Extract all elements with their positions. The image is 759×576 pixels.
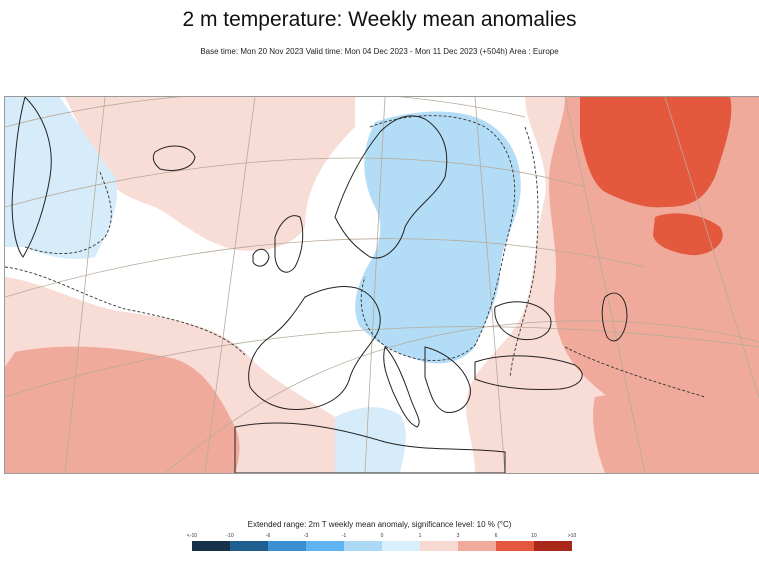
- anomaly-cold-light-greenland: [5, 97, 117, 259]
- coast-balkans-greece: [424, 346, 471, 413]
- legend-swatch: [230, 541, 268, 551]
- legend: <-10 -10 -6 -3 -1 0 1 3 6 10 >10: [187, 533, 576, 569]
- legend-tick: 3: [456, 533, 460, 539]
- coast-british-isles: [274, 215, 304, 273]
- significance-contours: [5, 115, 706, 398]
- legend-swatch: [382, 541, 420, 551]
- coast-continent: [248, 286, 381, 411]
- coast-africa: [234, 422, 506, 473]
- coast-greenland: [11, 97, 52, 258]
- coast-ireland: [252, 248, 270, 267]
- legend-tick: 10: [531, 533, 537, 539]
- legend-swatch: [496, 541, 534, 551]
- legend-tick: -3: [303, 533, 309, 539]
- coastlines: [11, 97, 628, 473]
- legend-tick: 6: [494, 533, 498, 539]
- coast-scandinavia: [334, 115, 448, 259]
- legend-swatch: [192, 541, 230, 551]
- map-canvas: [5, 97, 759, 473]
- legend-swatch: [420, 541, 458, 551]
- coast-iceland: [152, 145, 196, 171]
- anomaly-cold-light-mediterranean: [335, 407, 406, 473]
- legend-swatch: [306, 541, 344, 551]
- legend-tick: 0: [380, 533, 384, 539]
- legend-tick: 1: [418, 533, 422, 539]
- graticule: [5, 97, 759, 473]
- anomaly-warm-strong-volga: [653, 213, 723, 256]
- coast-black-sea: [494, 301, 552, 341]
- legend-tick: -10: [226, 533, 234, 539]
- anomaly-cold-medium-scandinavia: [355, 111, 521, 364]
- legend-tick: <-10: [186, 533, 198, 539]
- anomaly-warm-strong-russia-core: [580, 97, 732, 208]
- legend-swatch: [344, 541, 382, 551]
- legend-tick: >10: [567, 533, 577, 539]
- legend-color-bar: [192, 541, 572, 551]
- coast-turkey: [474, 355, 583, 390]
- anomaly-warm-medium-middle-east: [593, 392, 759, 473]
- anomaly-warm-medium-azores: [5, 346, 240, 473]
- coast-caspian: [601, 292, 628, 342]
- page-subtitle: Base time: Mon 20 Nov 2023 Valid time: M…: [200, 47, 559, 56]
- anomaly-map[interactable]: [4, 96, 759, 474]
- legend-tick: -6: [265, 533, 271, 539]
- legend-swatch: [458, 541, 496, 551]
- legend-title: Extended range: 2m T weekly mean anomaly…: [247, 520, 512, 529]
- page-title: 2 m temperature: Weekly mean anomalies: [182, 8, 577, 31]
- legend-tick: -1: [341, 533, 347, 539]
- coast-italy: [383, 346, 420, 428]
- anomaly-warm-light-greenland: [65, 97, 355, 251]
- legend-swatch: [268, 541, 306, 551]
- legend-swatch: [534, 541, 572, 551]
